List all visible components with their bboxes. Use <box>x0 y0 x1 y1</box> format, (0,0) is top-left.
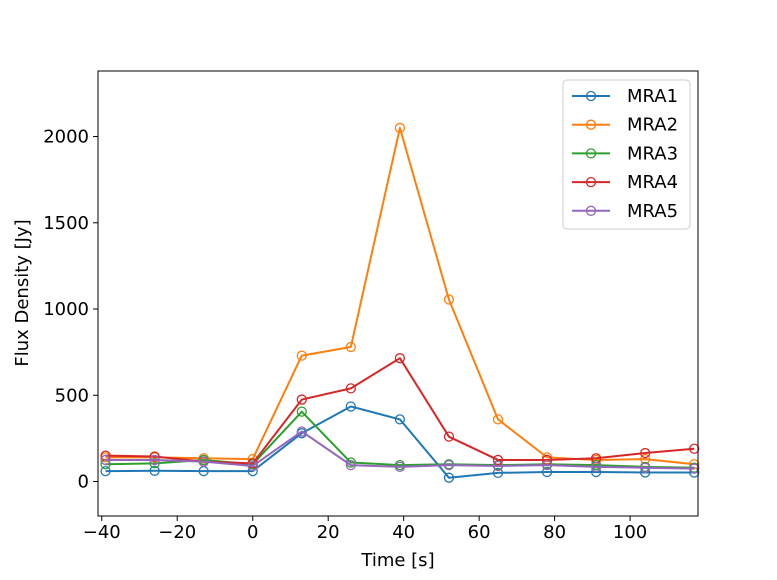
data-point-mra1 <box>345 401 356 412</box>
series-line-mra3 <box>105 410 695 469</box>
data-point-mra4 <box>443 431 455 442</box>
data-point-mra4 <box>345 383 356 394</box>
y-tick-label: 500 <box>55 385 89 406</box>
data-point-mra5 <box>394 461 406 472</box>
data-point-mra4 <box>149 451 160 462</box>
data-point-mra1 <box>443 472 455 483</box>
legend-marker-mra1 <box>585 90 597 102</box>
series-line-mra5 <box>105 430 695 470</box>
data-point-mra1 <box>394 414 406 425</box>
data-point-mra5 <box>198 456 209 467</box>
legend-item-mra1: MRA1 <box>572 86 678 107</box>
data-point-mra2 <box>345 341 356 353</box>
data-point-mra5 <box>149 454 160 466</box>
x-tick-label: 60 <box>468 522 491 543</box>
x-tick-label: 80 <box>543 522 566 543</box>
legend-box <box>562 79 691 230</box>
series-mra1 <box>100 401 700 483</box>
legend-marker-mra5 <box>585 205 597 216</box>
data-point-mra4 <box>640 447 651 459</box>
legend-label-mra3: MRA3 <box>627 143 678 164</box>
x-tick-label: −40 <box>83 522 121 543</box>
data-point-mra5 <box>100 454 111 466</box>
series-mra5 <box>100 426 700 474</box>
x-tick-label: −20 <box>158 522 196 543</box>
legend-item-mra3: MRA3 <box>572 143 678 164</box>
data-point-mra2 <box>296 350 307 361</box>
data-point-mra1 <box>100 466 111 477</box>
y-tick-label: 0 <box>78 472 89 493</box>
series-line-mra2 <box>105 126 695 466</box>
y-axis-ticks: 0 500 1000 1500 2000 <box>43 127 98 493</box>
data-point-mra5 <box>492 460 504 472</box>
data-point-mra2 <box>443 294 455 305</box>
data-point-mra2 <box>394 122 406 134</box>
legend-marker-mra2 <box>585 119 597 130</box>
data-point-mra4 <box>492 454 504 466</box>
data-point-mra5 <box>345 459 356 471</box>
y-axis-label: Flux Density [Jy] <box>12 219 33 366</box>
series-line-mra1 <box>105 405 695 479</box>
data-point-mra3 <box>149 458 160 469</box>
x-axis-ticks: −40 −20 0 20 40 60 80 100 <box>83 516 647 543</box>
plot-frame <box>97 70 699 517</box>
data-point-mra4 <box>689 443 700 454</box>
data-point-mra4 <box>100 450 111 461</box>
data-point-mra2 <box>541 452 553 463</box>
data-point-mra5 <box>296 426 307 437</box>
data-point-mra4 <box>296 394 307 405</box>
data-point-mra5 <box>247 460 258 472</box>
data-point-mra5 <box>640 462 651 473</box>
legend-label-mra4: MRA4 <box>627 172 678 193</box>
legend-label-mra2: MRA2 <box>627 115 678 136</box>
data-point-mra1 <box>541 466 553 478</box>
x-tick-label: 100 <box>613 522 647 543</box>
legend-item-mra4: MRA4 <box>572 172 678 193</box>
x-tick-label: 0 <box>247 522 258 543</box>
data-point-mra5 <box>590 461 602 472</box>
data-point-mra2 <box>492 414 504 425</box>
x-axis-label: Time [s] <box>360 550 434 571</box>
x-tick-label: 40 <box>392 522 415 543</box>
data-point-mra4 <box>394 353 406 364</box>
y-tick-label: 1500 <box>43 213 89 234</box>
legend-marker-mra3 <box>585 148 597 159</box>
legend-marker-mra4 <box>585 176 597 188</box>
legend-items: MRA1 MRA2 MRA3 MRA4 MRA5 <box>572 86 678 222</box>
data-point-mra1 <box>492 467 504 479</box>
series-layer <box>100 122 700 483</box>
legend-item-mra2: MRA2 <box>572 115 678 136</box>
data-point-mra1 <box>149 465 160 476</box>
data-point-mra5 <box>443 459 455 471</box>
data-point-mra5 <box>689 463 700 474</box>
legend-label-mra5: MRA5 <box>627 201 678 222</box>
data-point-mra3 <box>296 406 307 417</box>
data-point-mra5 <box>541 459 553 471</box>
legend-item-mra5: MRA5 <box>572 201 678 222</box>
legend: MRA1 MRA2 MRA3 MRA4 MRA5 <box>562 79 691 230</box>
y-tick-label: 2000 <box>43 127 89 148</box>
y-tick-label: 1000 <box>43 299 89 320</box>
legend-label-mra1: MRA1 <box>627 86 678 107</box>
x-tick-label: 20 <box>317 522 340 543</box>
